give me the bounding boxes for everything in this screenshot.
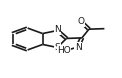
Text: N: N bbox=[54, 25, 61, 34]
Text: O: O bbox=[78, 17, 85, 26]
Text: N: N bbox=[75, 43, 81, 52]
Text: HO: HO bbox=[57, 46, 71, 55]
Text: S: S bbox=[54, 43, 60, 52]
